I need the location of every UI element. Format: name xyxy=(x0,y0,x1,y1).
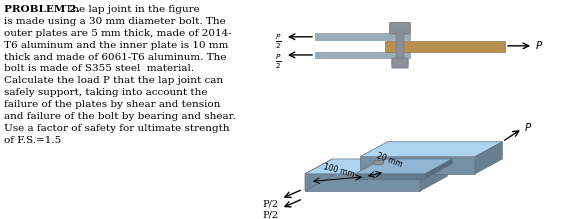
Text: $P$: $P$ xyxy=(535,39,543,51)
Text: 100 mm: 100 mm xyxy=(322,163,355,180)
Bar xyxy=(396,32,404,58)
FancyBboxPatch shape xyxy=(392,58,408,68)
Polygon shape xyxy=(355,159,452,174)
Text: P/2: P/2 xyxy=(263,210,279,219)
Polygon shape xyxy=(305,159,332,191)
Ellipse shape xyxy=(374,160,384,165)
FancyBboxPatch shape xyxy=(390,23,411,34)
Bar xyxy=(315,52,410,58)
Polygon shape xyxy=(425,159,452,179)
Polygon shape xyxy=(475,142,502,174)
Text: 20 mm: 20 mm xyxy=(375,152,403,169)
Text: The lap joint in the figure: The lap joint in the figure xyxy=(62,5,200,14)
Polygon shape xyxy=(360,142,502,157)
Bar xyxy=(315,34,410,40)
Polygon shape xyxy=(420,159,447,191)
Text: $\frac{P}{2}$: $\frac{P}{2}$ xyxy=(275,53,282,71)
Text: PROBLEM 2.: PROBLEM 2. xyxy=(4,5,80,14)
Text: P/2: P/2 xyxy=(263,200,279,209)
Polygon shape xyxy=(305,159,447,174)
Polygon shape xyxy=(305,174,420,191)
Bar xyxy=(385,41,505,52)
Text: is made using a 30 mm diameter bolt. The
outer plates are 5 mm thick, made of 20: is made using a 30 mm diameter bolt. The… xyxy=(4,17,236,145)
Text: $P$: $P$ xyxy=(524,122,533,133)
Polygon shape xyxy=(355,174,425,179)
Polygon shape xyxy=(360,157,475,174)
Text: $\frac{P}{2}$: $\frac{P}{2}$ xyxy=(275,32,282,51)
